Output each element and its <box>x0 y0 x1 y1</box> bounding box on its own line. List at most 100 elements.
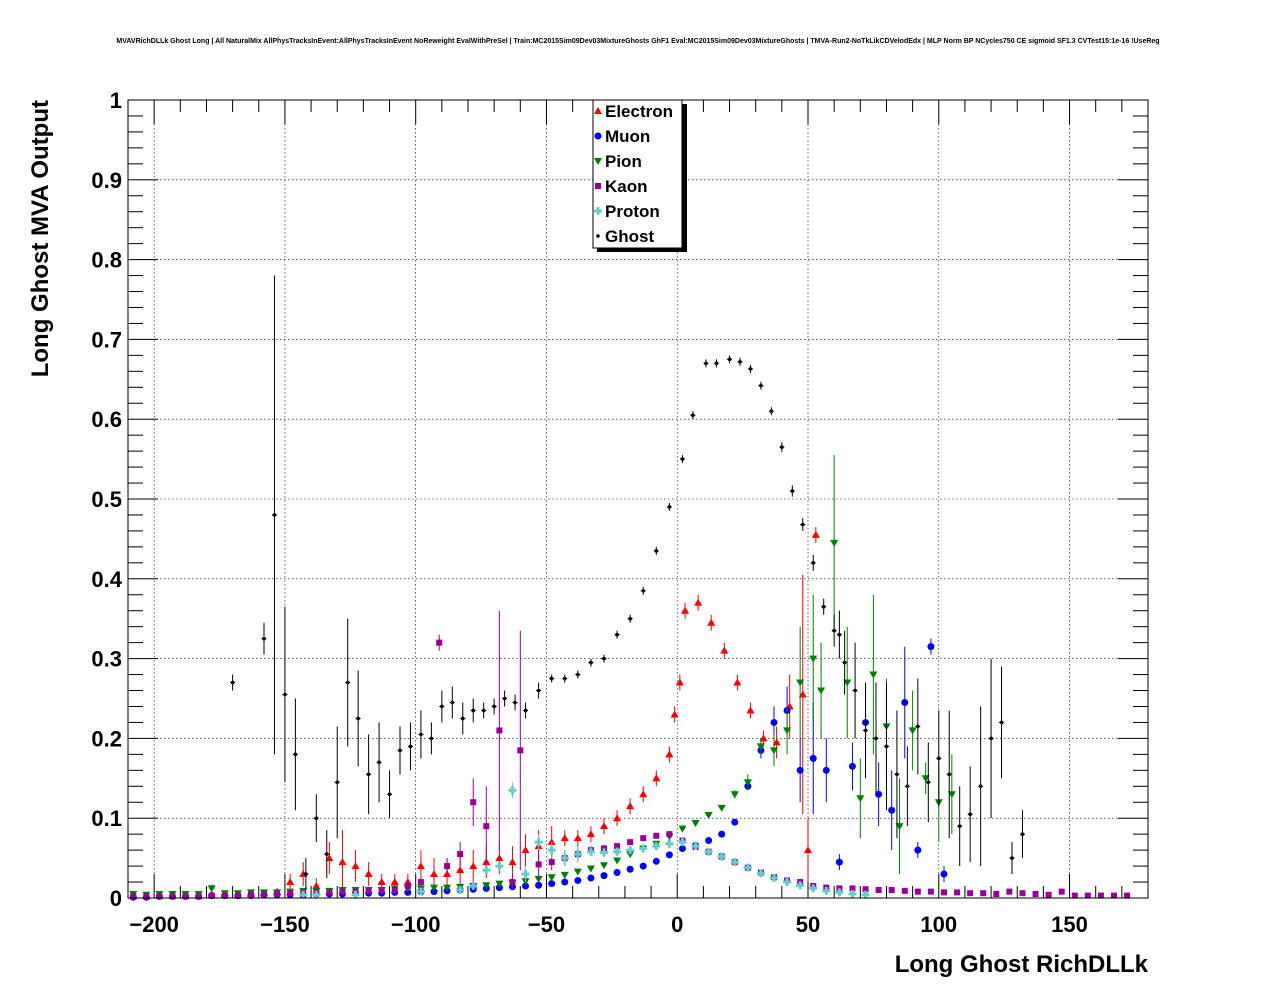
data-point <box>926 780 931 785</box>
data-point <box>496 727 503 734</box>
data-point <box>743 779 752 787</box>
data-point <box>345 680 350 685</box>
data-point <box>652 774 661 782</box>
data-point <box>901 887 908 894</box>
data-point <box>469 882 478 891</box>
data-point <box>730 791 739 799</box>
data-point <box>502 696 507 701</box>
legend-marker <box>595 183 601 189</box>
data-point <box>822 766 830 774</box>
data-point <box>351 862 360 870</box>
data-point <box>626 802 635 810</box>
data-point <box>508 858 517 866</box>
data-point <box>262 636 266 641</box>
data-point <box>843 679 852 687</box>
legend-entry-pion: Pion <box>594 152 642 171</box>
data-point <box>492 704 496 709</box>
data-point <box>707 618 716 626</box>
data-point <box>863 728 868 733</box>
data-point <box>391 887 398 894</box>
data-point <box>832 628 836 633</box>
data-point <box>989 736 993 741</box>
data-point <box>483 823 490 830</box>
data-point <box>325 854 334 862</box>
data-point <box>848 762 856 770</box>
data-point <box>717 852 726 861</box>
data-point <box>626 851 635 859</box>
data-point <box>748 367 753 371</box>
data-point <box>720 646 729 654</box>
data-point <box>456 866 465 874</box>
data-point <box>614 843 621 850</box>
data-point <box>536 688 541 693</box>
y-tick-label: 0 <box>110 886 122 911</box>
data-point <box>1084 892 1091 899</box>
x-axis-label: Long Ghost RichDLLk <box>895 951 1149 978</box>
data-point <box>954 889 961 896</box>
data-point <box>586 847 595 856</box>
x-tick-label: 0 <box>671 912 683 937</box>
chart-title: MVAVRichDLLk Ghost Long | All NaturalMix… <box>116 38 1159 45</box>
data-point <box>914 846 922 854</box>
data-point <box>440 704 444 709</box>
data-point <box>759 734 768 742</box>
data-point <box>1111 892 1117 899</box>
data-point <box>691 413 695 418</box>
data-point <box>667 505 672 509</box>
data-point <box>615 632 619 637</box>
data-point <box>312 890 321 899</box>
data-point <box>312 882 321 890</box>
data-point <box>888 887 895 894</box>
legend: Electron Muon Pion Kaon Proton Ghost <box>592 99 687 252</box>
data-point <box>654 549 659 553</box>
data-point <box>613 847 622 856</box>
data-point <box>717 804 726 812</box>
data-point <box>560 854 569 863</box>
y-tick-label: 0.7 <box>91 327 122 352</box>
legend-marker <box>594 207 602 215</box>
y-tick-labels: 0 0.1 0.2 0.3 0.4 0.5 0.6 0.7 0.8 0.9 1 <box>91 88 122 911</box>
data-point <box>283 692 287 697</box>
data-point <box>460 716 465 721</box>
data-point <box>481 708 486 713</box>
data-point <box>573 850 582 859</box>
data-point <box>457 851 464 858</box>
data-point <box>247 891 254 898</box>
data-point <box>587 874 595 882</box>
data-point <box>927 888 934 895</box>
data-point <box>600 872 608 880</box>
data-point <box>756 743 765 751</box>
data-point <box>548 880 556 888</box>
data-point <box>613 814 622 822</box>
data-point <box>678 825 687 833</box>
data-point <box>535 861 542 868</box>
data-point <box>390 878 399 886</box>
data-point <box>314 816 319 820</box>
data-point <box>508 786 517 795</box>
data-point <box>798 690 807 698</box>
data-point <box>770 874 778 883</box>
data-point <box>535 881 543 889</box>
data-point <box>772 738 781 746</box>
data-point <box>560 834 569 842</box>
data-point <box>404 883 411 890</box>
data-point <box>811 530 820 538</box>
data-point <box>941 889 947 896</box>
data-point <box>783 727 792 735</box>
legend-label: Ghost <box>605 227 654 246</box>
data-point <box>338 858 347 866</box>
legend-marker <box>594 158 602 165</box>
data-point <box>727 357 732 362</box>
data-point <box>681 606 690 614</box>
data-point <box>1124 892 1131 899</box>
data-point <box>874 736 878 741</box>
data-point <box>495 862 504 871</box>
data-point <box>450 700 455 705</box>
data-point <box>274 891 281 898</box>
data-point <box>522 882 530 890</box>
y-tick-label: 0.3 <box>91 647 122 672</box>
legend-entry-muon: Muon <box>594 127 650 146</box>
data-point <box>443 884 452 892</box>
data-point <box>562 676 567 681</box>
